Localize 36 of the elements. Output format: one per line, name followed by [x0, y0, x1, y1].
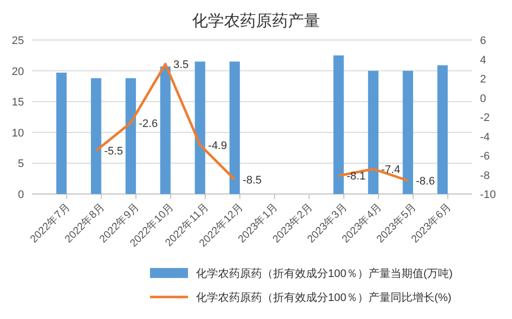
bar: [126, 78, 136, 194]
data-label: -7.4: [381, 164, 400, 176]
data-label: 3.5: [173, 59, 189, 72]
y-tick-label: 0: [18, 189, 24, 201]
bar: [437, 65, 448, 194]
bar: [56, 72, 67, 194]
y2-tick-label: -4: [480, 131, 490, 144]
data-label: -2.6: [138, 118, 158, 130]
y2-tick-label: 0: [480, 92, 486, 105]
bar: [90, 78, 102, 194]
data-label: -4.9: [208, 140, 227, 152]
y2-tick-label: 4: [480, 54, 486, 66]
y-tick-label: 15: [12, 96, 24, 109]
legend-label: 化学农药原药（折有效成分100％）产量当期值(万吨): [196, 267, 453, 280]
y2-tick-label: 2: [480, 74, 486, 86]
y2-tick-label: -8: [480, 170, 490, 182]
y2-tick-label: -2: [480, 112, 490, 124]
data-label: -8.5: [242, 174, 262, 187]
y-tick-label: 10: [12, 127, 24, 140]
data-label: -8.6: [416, 176, 435, 188]
y-tick-label: 25: [12, 35, 24, 47]
bar: [402, 70, 414, 194]
chart-title: 化学农药原药产量: [192, 12, 320, 30]
y2-tick-label: -10: [480, 189, 496, 201]
y2-tick-label: 6: [480, 35, 486, 47]
y-tick-label: 20: [12, 66, 24, 78]
bar: [368, 70, 378, 194]
y2-tick-label: -6: [480, 150, 490, 162]
legend-label: 化学农药原药（折有效成分100％）产量同比增长(%): [196, 291, 452, 304]
y-tick-label: 5: [18, 158, 24, 170]
bar: [229, 62, 240, 194]
data-label: -8.1: [346, 170, 366, 183]
bar: [194, 62, 206, 194]
bar: [160, 66, 171, 194]
bar: [333, 55, 344, 194]
data-label: -5.5: [104, 146, 124, 158]
